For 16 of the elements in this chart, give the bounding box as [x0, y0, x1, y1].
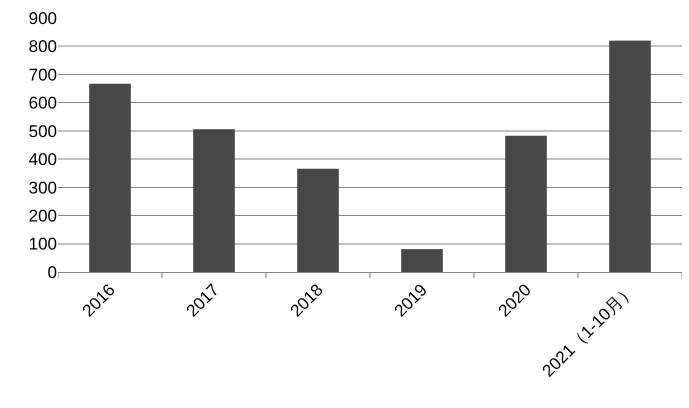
y-tick-label: 0 — [48, 262, 57, 282]
bar — [193, 129, 235, 272]
bar — [297, 168, 339, 272]
y-tick-label: 600 — [28, 94, 57, 113]
bar — [609, 40, 651, 272]
y-tick-label: 200 — [28, 206, 57, 226]
y-tick-label: 400 — [28, 150, 57, 170]
bar — [505, 136, 547, 272]
y-tick-label: 900 — [28, 8, 57, 28]
bar — [401, 249, 443, 272]
y-tick-label: 300 — [28, 178, 57, 198]
y-tick-label: 100 — [28, 234, 57, 254]
bar — [89, 84, 131, 272]
y-tick-label: 800 — [28, 37, 57, 56]
y-tick-label: 500 — [28, 122, 57, 141]
y-tick-label: 700 — [28, 65, 57, 84]
